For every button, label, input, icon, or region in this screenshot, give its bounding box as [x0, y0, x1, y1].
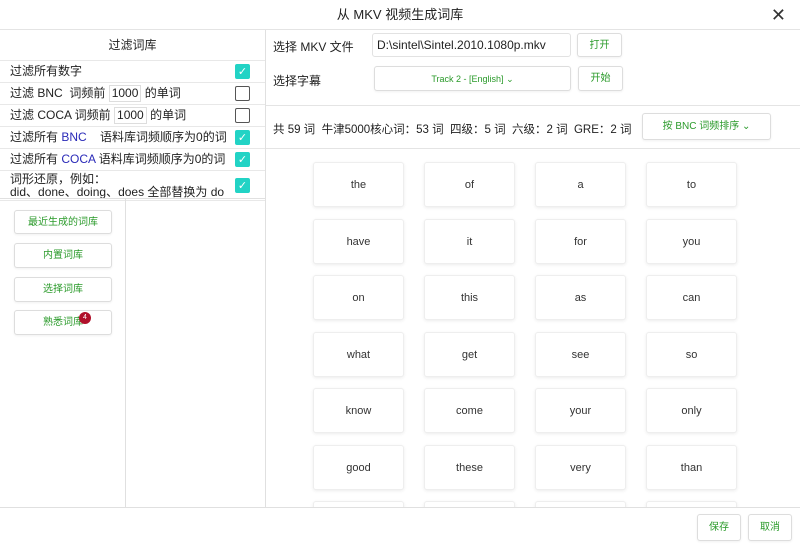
filter-numbers: 过滤所有数字 ✓ — [0, 61, 265, 83]
word-card[interactable]: good — [313, 444, 404, 490]
word-card[interactable]: on — [313, 275, 404, 320]
filter-label: 的单词 — [144, 86, 181, 100]
word-card[interactable]: get — [424, 331, 515, 377]
corpus-name: BNC — [61, 130, 87, 144]
subtitle-dropdown[interactable]: Track 2 - [English] ⌄ — [374, 66, 571, 91]
sort-selected: 按 BNC 词频排序 — [662, 121, 740, 132]
word-card-partial[interactable] — [646, 501, 737, 507]
sort-dropdown[interactable]: 按 BNC 词频排序 ⌄ — [642, 113, 771, 140]
filter-label: 过滤所有 — [10, 152, 59, 166]
word-card[interactable]: these — [424, 444, 515, 490]
filter-panel: 过滤词库 过滤所有数字 ✓ 过滤 BNC 词频前 1000 的单词 过滤 COCA… — [0, 30, 266, 507]
filter-heading: 过滤词库 — [0, 30, 265, 61]
word-card[interactable]: to — [646, 162, 737, 207]
word-card[interactable]: have — [313, 218, 404, 264]
word-grid: the of a to have it for you on this as can what get se… — [266, 149, 800, 507]
subtitle-label: 选择字幕 — [273, 74, 322, 88]
filter-label: 过滤 COCA 词频前 — [10, 108, 111, 122]
word-card[interactable]: your — [535, 388, 626, 433]
filter-bnc-checkbox[interactable] — [235, 86, 250, 101]
filter-label: 过滤所有数字 — [10, 64, 83, 78]
word-card[interactable]: see — [535, 331, 626, 377]
word-card[interactable]: know — [313, 388, 404, 433]
filter-label: did、done、doing、does 全部替换为 do — [10, 185, 225, 199]
word-card[interactable]: come — [424, 388, 515, 433]
word-card[interactable]: very — [535, 444, 626, 490]
open-button[interactable]: 打开 — [577, 33, 622, 57]
filter-bnc-top: 过滤 BNC 词频前 1000 的单词 — [0, 83, 265, 105]
word-card[interactable]: as — [535, 275, 626, 320]
word-card[interactable]: a — [535, 162, 626, 207]
word-card[interactable]: of — [424, 162, 515, 207]
file-label: 选择 MKV 文件 — [273, 40, 354, 54]
cancel-button[interactable]: 取消 — [748, 514, 792, 541]
word-stats: 共 59 词 牛津5000核心词：53 词 四级：5 词 六级：2 词 GRE：… — [273, 124, 632, 136]
word-card-partial[interactable] — [313, 501, 404, 507]
window-title: 从 MKV 视频生成词库 — [0, 0, 800, 30]
filter-bnc-zero: 过滤所有 BNC 语料库词频顺序为0的词 ✓ — [0, 127, 265, 149]
word-card[interactable]: so — [646, 331, 737, 377]
filter-lemmatize: 词形还原，例如： did、done、doing、does 全部替换为 do ✓ — [0, 171, 265, 201]
word-card[interactable]: you — [646, 218, 737, 264]
chevron-down-icon: ⌄ — [506, 74, 514, 84]
familiar-count-badge: 4 — [79, 312, 91, 324]
word-card-partial[interactable] — [535, 501, 626, 507]
filter-coca-top: 过滤 COCA 词频前 1000 的单词 — [0, 105, 265, 127]
word-card[interactable]: what — [313, 331, 404, 377]
coca-top-input[interactable]: 1000 — [114, 107, 147, 124]
filter-label: 过滤所有 — [10, 130, 59, 144]
builtin-library-button[interactable]: 内置词库 — [14, 243, 112, 268]
familiar-library-label: 熟悉词库 — [43, 317, 83, 328]
window-title-text: 从 MKV 视频生成词库 — [336, 7, 464, 22]
start-button[interactable]: 开始 — [578, 66, 623, 91]
word-card[interactable]: than — [646, 444, 737, 490]
word-card-partial[interactable] — [424, 501, 515, 507]
word-card[interactable]: this — [424, 275, 515, 320]
close-icon[interactable]: ✕ — [770, 5, 786, 25]
word-card[interactable]: only — [646, 388, 737, 433]
filter-numbers-checkbox[interactable]: ✓ — [235, 64, 250, 79]
select-library-button[interactable]: 选择词库 — [14, 277, 112, 302]
word-card[interactable]: can — [646, 275, 737, 320]
word-card[interactable]: it — [424, 218, 515, 264]
filter-coca-checkbox[interactable] — [235, 108, 250, 123]
filter-lemmatize-checkbox[interactable]: ✓ — [235, 178, 250, 193]
filter-bnc-zero-checkbox[interactable]: ✓ — [235, 130, 250, 145]
filter-label: 的单词 — [150, 108, 187, 122]
filter-label: 语料库词频顺序为0的词 — [98, 152, 226, 166]
word-card[interactable]: the — [313, 162, 404, 207]
familiar-library-button[interactable]: 熟悉词库 4 — [14, 310, 112, 335]
corpus-name: COCA — [61, 152, 96, 166]
filter-label: 过滤 BNC 词频前 — [10, 86, 106, 100]
bnc-top-input[interactable]: 1000 — [108, 85, 142, 102]
subtitle-selected: Track 2 - [English] — [431, 74, 504, 84]
filter-label: 词形还原，例如： — [10, 172, 107, 186]
filter-coca-zero-checkbox[interactable]: ✓ — [235, 152, 250, 167]
filter-label: 语料库词频顺序为0的词 — [100, 130, 227, 144]
library-buttons: 最近生成的词库 内置词库 选择词库 熟悉词库 4 — [0, 198, 126, 507]
word-card[interactable]: for — [535, 218, 626, 264]
file-path-input[interactable]: D:\sintel\Sintel.2010.1080p.mkv — [372, 33, 571, 57]
recent-library-button[interactable]: 最近生成的词库 — [14, 210, 112, 234]
chevron-down-icon: ⌄ — [742, 121, 751, 132]
save-button[interactable]: 保存 — [697, 514, 741, 541]
filter-coca-zero: 过滤所有 COCA 语料库词频顺序为0的词 ✓ — [0, 149, 265, 171]
